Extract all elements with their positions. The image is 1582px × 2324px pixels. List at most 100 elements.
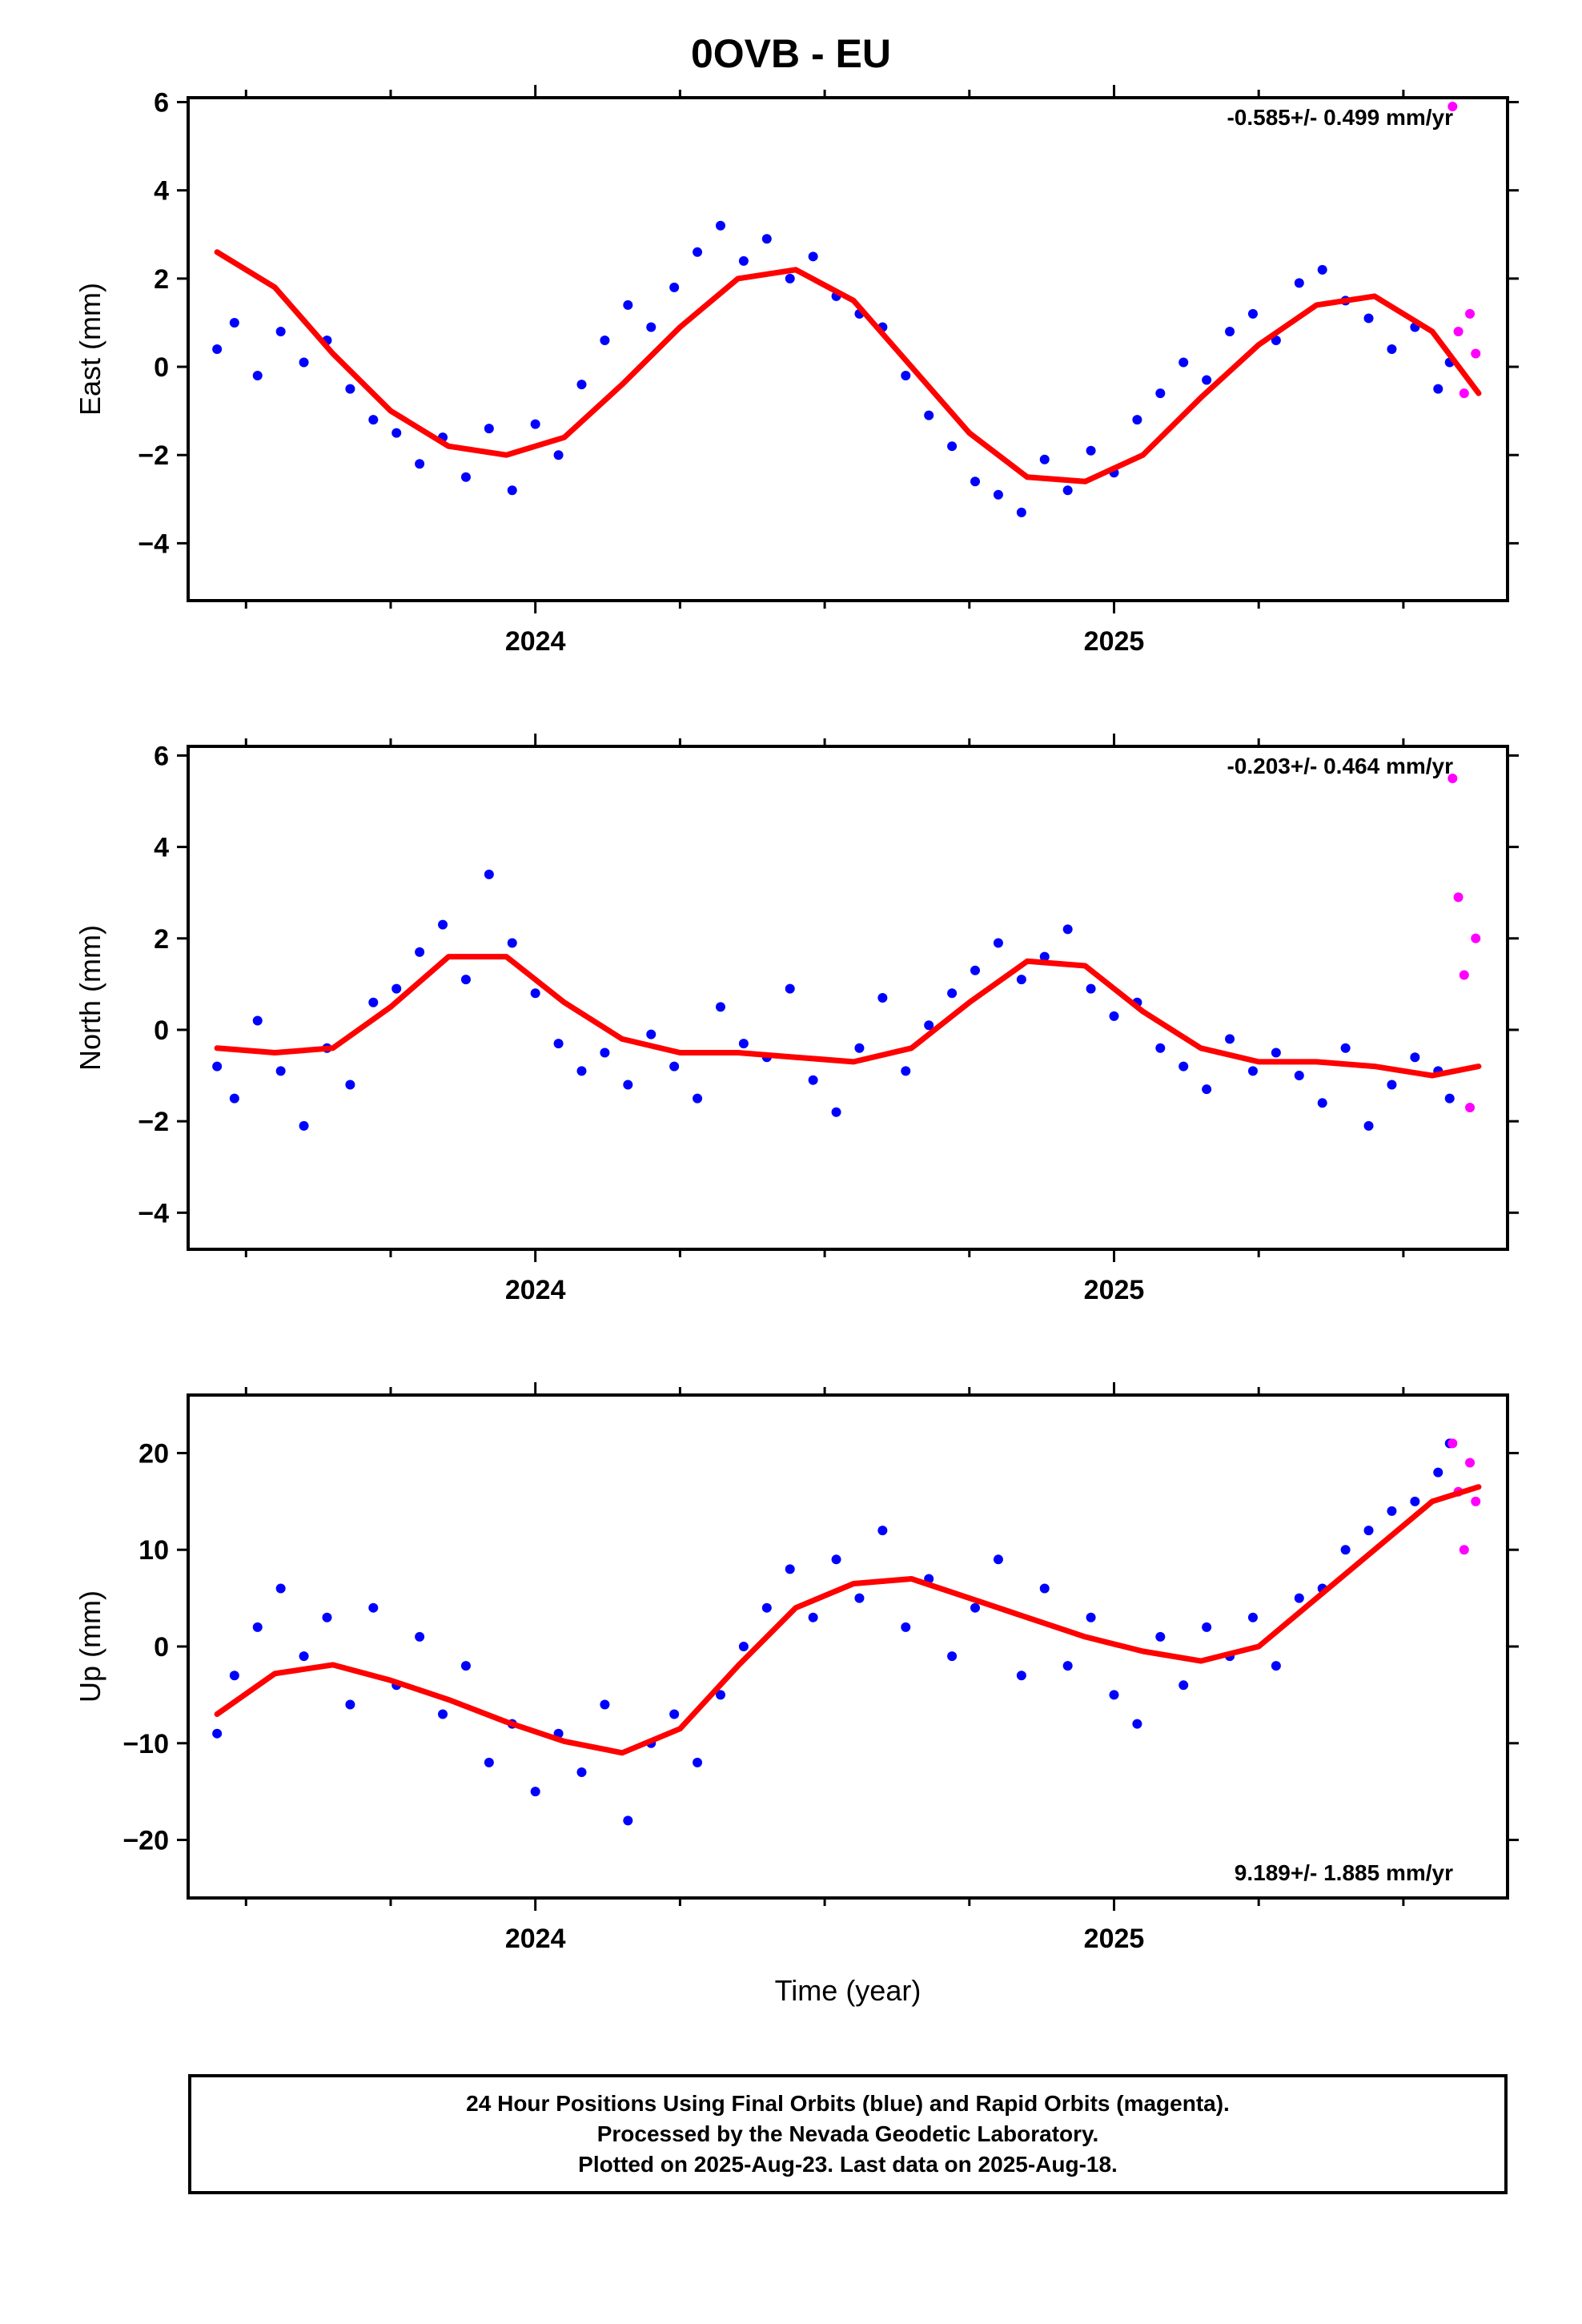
final-orbit-point [1062,924,1073,935]
final-orbit-point [1387,344,1397,354]
final-orbit-point [1109,1690,1119,1700]
final-orbit-point [252,1622,263,1632]
final-orbit-point [1039,454,1050,464]
final-orbit-point [1410,1052,1420,1063]
final-orbit-point [1202,1084,1212,1095]
final-orbit-point [507,485,517,496]
final-orbit-point [530,419,540,429]
final-orbit-point [1016,507,1026,517]
final-orbit-point [299,1651,309,1662]
final-orbit-point [1086,1612,1096,1622]
final-orbit-point [646,1029,656,1039]
y-tick-label: −10 [122,1729,169,1759]
final-orbit-point [924,1020,934,1031]
final-orbit-point [808,1612,818,1622]
final-orbit-point [600,1047,610,1058]
final-orbit-point [1294,1071,1304,1081]
plot-frame-up [187,1393,1509,1900]
y-tick-label: 0 [154,1632,169,1663]
final-orbit-point [1178,1680,1189,1691]
final-orbit-point [1363,313,1374,324]
final-orbit-point [623,300,633,310]
final-orbit-point [693,1757,703,1767]
final-orbit-point [901,1622,911,1632]
final-orbit-point [322,1612,332,1622]
final-orbit-point [1039,951,1050,962]
final-orbit-point [391,428,402,438]
final-orbit-point [1340,1545,1351,1555]
final-orbit-point [229,1671,239,1681]
final-orbit-point [854,1593,865,1603]
y-tick-label: −4 [138,1198,169,1228]
x-axis-title: Time (year) [775,1974,921,2007]
y-tick-label: 2 [154,924,169,955]
page-title: 0OVB - EU [690,31,892,76]
final-orbit-point [1202,1622,1212,1632]
final-orbit-point [1247,308,1258,319]
final-orbit-point [600,335,610,345]
y-tick-label: 2 [154,264,169,295]
final-orbit-point [252,371,263,381]
final-orbit-point [275,1066,286,1076]
x-tick-label: 2025 [1084,626,1145,657]
model-fit-line-up [214,1484,1482,1756]
final-orbit-point [715,220,725,231]
final-orbit-point [1178,357,1189,368]
final-orbit-point [553,1039,564,1049]
final-orbit-point [947,988,958,999]
final-orbit-point [299,357,309,368]
y-tick-label: 10 [139,1535,169,1566]
plot-frame-north [187,745,1509,1251]
final-orbit-point [1340,1043,1351,1053]
final-orbit-point [576,1066,587,1076]
final-orbit-point [1086,445,1096,456]
final-orbit-point [623,1815,633,1826]
final-orbit-point [600,1699,610,1710]
plot-frame-east [187,96,1509,602]
final-orbit-point [901,1066,911,1076]
footer-line-2: Processed by the Nevada Geodetic Laborat… [596,2121,1099,2146]
final-orbit-point [391,983,402,994]
final-orbit-point [212,1728,223,1739]
y-tick-label: 6 [154,741,169,771]
final-orbit-point [484,869,494,879]
rapid-orbit-point [1459,1545,1469,1555]
final-orbit-point [924,410,934,420]
y-tick-label: −20 [122,1826,169,1856]
final-orbit-point [576,1767,587,1777]
final-orbit-point [1225,1034,1235,1044]
final-orbit-point [484,424,494,434]
final-orbit-point [1109,1011,1119,1021]
final-orbit-point [1225,326,1235,336]
final-orbit-point [646,322,656,332]
rapid-orbit-point [1465,1103,1476,1113]
final-orbit-point [1247,1066,1258,1076]
y-tick-label: −2 [138,1107,169,1137]
final-orbit-point [530,1787,540,1797]
footer-box: 24 Hour Positions Using Final Orbits (bl… [188,2074,1508,2194]
final-orbit-point [1155,1043,1166,1053]
x-tick-label: 2025 [1084,1924,1145,1954]
final-orbit-point [530,988,540,999]
final-orbit-point [738,1642,749,1651]
final-orbit-point [1039,1583,1050,1594]
y-tick-label: 20 [139,1438,169,1469]
final-orbit-point [1086,983,1096,994]
final-orbit-point [715,1690,725,1700]
final-orbit-point [993,1554,1003,1565]
final-orbit-point [1155,1631,1166,1642]
y-tick-label: 4 [154,833,169,863]
y-tick-label: 0 [154,1015,169,1046]
final-orbit-point [1317,1098,1327,1108]
final-orbit-point [1178,1061,1189,1072]
model-fit-line-north [214,954,1482,1079]
final-orbit-point [1387,1506,1397,1516]
final-orbit-point [507,938,517,948]
final-orbit-point [623,1080,633,1090]
final-orbit-point [785,983,795,994]
final-orbit-point [368,997,379,1007]
final-orbit-point [212,1061,223,1072]
rapid-orbit-point [1459,388,1469,399]
final-orbit-point [854,1043,865,1053]
